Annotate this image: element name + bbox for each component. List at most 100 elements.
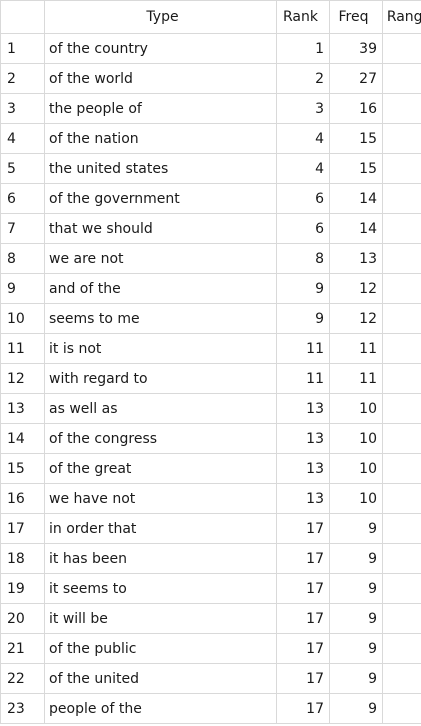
range-cell[interactable]: 5 bbox=[382, 633, 421, 664]
freq-cell[interactable]: 11 bbox=[329, 333, 383, 364]
range-cell[interactable]: 3 bbox=[382, 663, 421, 694]
range-cell[interactable]: 4 bbox=[382, 483, 421, 514]
header-rank[interactable]: Rank bbox=[276, 0, 330, 34]
range-cell[interactable]: 4 bbox=[382, 273, 421, 304]
rank-cell[interactable]: 1 bbox=[276, 33, 330, 64]
range-cell[interactable]: 4 bbox=[382, 543, 421, 574]
freq-cell[interactable]: 10 bbox=[329, 453, 383, 484]
freq-cell[interactable]: 12 bbox=[329, 273, 383, 304]
row-index-cell[interactable]: 17 bbox=[0, 513, 45, 544]
rank-cell[interactable]: 11 bbox=[276, 333, 330, 364]
rank-cell[interactable]: 13 bbox=[276, 483, 330, 514]
row-index-cell[interactable]: 8 bbox=[0, 243, 45, 274]
row-index-cell[interactable]: 14 bbox=[0, 423, 45, 454]
range-cell[interactable]: 4 bbox=[382, 513, 421, 544]
rank-cell[interactable]: 13 bbox=[276, 453, 330, 484]
type-cell[interactable]: of the congress bbox=[44, 423, 277, 454]
type-cell[interactable]: it is not bbox=[44, 333, 277, 364]
row-index-cell[interactable]: 20 bbox=[0, 603, 45, 634]
type-cell[interactable]: of the country bbox=[44, 33, 277, 64]
range-cell[interactable]: 5 bbox=[382, 123, 421, 154]
rank-cell[interactable]: 3 bbox=[276, 93, 330, 124]
row-index-cell[interactable]: 11 bbox=[0, 333, 45, 364]
row-index-cell[interactable]: 21 bbox=[0, 633, 45, 664]
freq-cell[interactable]: 10 bbox=[329, 483, 383, 514]
range-cell[interactable]: 5 bbox=[382, 33, 421, 64]
freq-cell[interactable]: 15 bbox=[329, 123, 383, 154]
row-index-cell[interactable]: 18 bbox=[0, 543, 45, 574]
rank-cell[interactable]: 17 bbox=[276, 603, 330, 634]
table-row[interactable]: 8we are not8133 bbox=[0, 243, 421, 274]
row-index-cell[interactable]: 2 bbox=[0, 63, 45, 94]
rank-cell[interactable]: 2 bbox=[276, 63, 330, 94]
row-index-cell[interactable]: 9 bbox=[0, 273, 45, 304]
rank-cell[interactable]: 6 bbox=[276, 183, 330, 214]
rank-cell[interactable]: 17 bbox=[276, 633, 330, 664]
row-index-cell[interactable]: 6 bbox=[0, 183, 45, 214]
freq-cell[interactable]: 9 bbox=[329, 543, 383, 574]
freq-cell[interactable]: 10 bbox=[329, 393, 383, 424]
type-cell[interactable]: it has been bbox=[44, 543, 277, 574]
freq-cell[interactable]: 9 bbox=[329, 513, 383, 544]
freq-cell[interactable]: 13 bbox=[329, 243, 383, 274]
row-index-cell[interactable]: 4 bbox=[0, 123, 45, 154]
row-index-cell[interactable]: 13 bbox=[0, 393, 45, 424]
table-row[interactable]: 2of the world2274 bbox=[0, 63, 421, 94]
range-cell[interactable]: 4 bbox=[382, 453, 421, 484]
type-cell[interactable]: we are not bbox=[44, 243, 277, 274]
rank-cell[interactable]: 9 bbox=[276, 303, 330, 334]
rank-cell[interactable]: 17 bbox=[276, 513, 330, 544]
freq-cell[interactable]: 16 bbox=[329, 93, 383, 124]
type-cell[interactable]: the people of bbox=[44, 93, 277, 124]
type-cell[interactable]: of the united bbox=[44, 663, 277, 694]
freq-cell[interactable]: 9 bbox=[329, 573, 383, 604]
row-index-cell[interactable]: 23 bbox=[0, 693, 45, 724]
header-type[interactable]: Type bbox=[44, 0, 277, 34]
row-index-cell[interactable]: 3 bbox=[0, 93, 45, 124]
rank-cell[interactable]: 9 bbox=[276, 273, 330, 304]
type-cell[interactable]: of the government bbox=[44, 183, 277, 214]
freq-cell[interactable]: 9 bbox=[329, 663, 383, 694]
type-cell[interactable]: seems to me bbox=[44, 303, 277, 334]
rank-cell[interactable]: 17 bbox=[276, 543, 330, 574]
row-index-cell[interactable]: 12 bbox=[0, 363, 45, 394]
header-index[interactable] bbox=[0, 0, 45, 34]
row-index-cell[interactable]: 15 bbox=[0, 453, 45, 484]
type-cell[interactable]: of the great bbox=[44, 453, 277, 484]
rank-cell[interactable]: 6 bbox=[276, 213, 330, 244]
rank-cell[interactable]: 4 bbox=[276, 123, 330, 154]
range-cell[interactable]: 3 bbox=[382, 243, 421, 274]
rank-cell[interactable]: 11 bbox=[276, 363, 330, 394]
freq-cell[interactable]: 39 bbox=[329, 33, 383, 64]
type-cell[interactable]: it seems to bbox=[44, 573, 277, 604]
range-cell[interactable]: 5 bbox=[382, 573, 421, 604]
rank-cell[interactable]: 8 bbox=[276, 243, 330, 274]
range-cell[interactable]: 4 bbox=[382, 93, 421, 124]
freq-cell[interactable]: 9 bbox=[329, 633, 383, 664]
type-cell[interactable]: of the world bbox=[44, 63, 277, 94]
rank-cell[interactable]: 17 bbox=[276, 573, 330, 604]
header-range[interactable]: Range bbox=[382, 0, 421, 34]
freq-cell[interactable]: 9 bbox=[329, 693, 383, 724]
type-cell[interactable]: of the public bbox=[44, 633, 277, 664]
range-cell[interactable]: 4 bbox=[382, 693, 421, 724]
range-cell[interactable]: 5 bbox=[382, 423, 421, 454]
freq-cell[interactable]: 12 bbox=[329, 303, 383, 334]
range-cell[interactable]: 4 bbox=[382, 63, 421, 94]
